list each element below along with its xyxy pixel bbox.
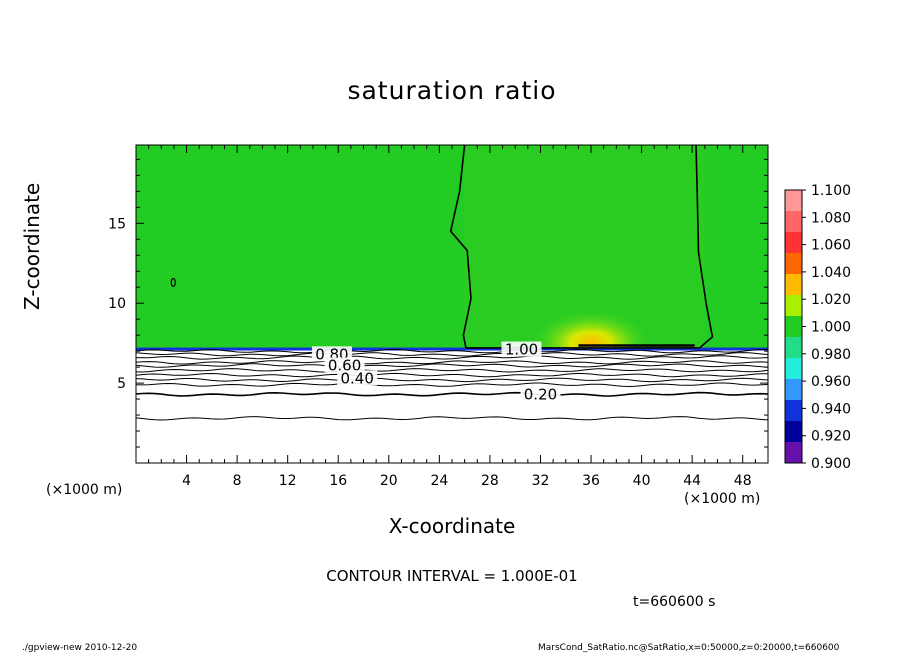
y-tick-label: 10 [108,296,126,312]
contour-label-bg [520,386,561,402]
contour-line [135,391,769,397]
contour-line [135,416,769,421]
contour-line [135,382,769,388]
colorbar-swatch [785,274,802,296]
y-tick-label: 15 [108,216,126,232]
colorbar-swatch [785,211,802,233]
footer-left-text: ./gpview-new 2010-12-20 [22,643,138,653]
colorbar-swatch [785,337,802,359]
contour-label: 1.00 [505,341,538,359]
contour-line [135,360,769,365]
contour-label-bg [337,370,378,386]
chart-title: saturation ratio [347,76,557,105]
colorbar-swatch [785,358,802,380]
x-tick-label: 40 [633,473,651,489]
contour-interval-text: CONTOUR INTERVAL = 1.000E-01 [326,567,578,585]
colorbar-label: 1.080 [811,210,851,226]
footer-right-text: MarsCond_SatRatio.nc@SatRatio,x=0:50000,… [538,643,840,653]
layer-boundary-band [136,347,768,351]
colorbar-swatch [785,421,802,443]
x-tick-label: 32 [532,473,550,489]
colorbar-swatch [785,400,802,422]
colorbar-swatch [785,316,802,338]
contour-line [135,368,769,373]
x-tick-label: 36 [582,473,600,489]
colorbar-label: 1.020 [811,292,851,308]
x-tick-label: 8 [233,473,242,489]
contour-label-bg [324,357,365,373]
colorbar-swatch [785,190,802,212]
x-unit-label-left: (×1000 m) [46,482,123,498]
x-tick-label: 4 [182,473,191,489]
contour-line [135,355,769,360]
colorbar-label: 0.900 [811,456,851,472]
contour-1.00-left [449,144,472,349]
contour-1.00-right [695,144,714,349]
x-tick-label: 48 [734,473,752,489]
colorbar-label: 0.920 [811,429,851,445]
colorbar-label: 0.960 [811,374,851,390]
colorbar-swatch [785,295,802,317]
small-contour [170,277,176,288]
x-tick-label: 20 [380,473,398,489]
x-tick-label: 44 [683,473,701,489]
x-tick-label: 12 [279,473,297,489]
x-axis-label: X-coordinate [388,514,516,538]
x-tick-label: 28 [481,473,499,489]
colorbar-label: 1.060 [811,238,851,254]
contour-label-bg [501,341,542,357]
contour-line [135,348,769,354]
contour-line [135,372,768,378]
colorbar-label: 1.000 [811,320,851,336]
colorbar-label: 1.040 [811,265,851,281]
x-tick-label: 24 [430,473,448,489]
colorbar-swatch [785,442,802,464]
y-tick-label: 5 [117,376,126,392]
colorbar-swatch [785,253,802,275]
contour-line [135,352,769,357]
subsaturated-layer [136,349,768,463]
colorbar-label: 1.100 [811,183,851,199]
contour-label: 0.20 [524,385,557,403]
colorbar-label: 0.940 [811,401,851,417]
contour-label: 0.60 [328,357,361,375]
colorbar-swatch [785,379,802,401]
colorbar-swatch [785,232,802,254]
contour-line [135,377,769,383]
x-tick-label: 16 [329,473,347,489]
x-unit-label-right: (×1000 m) [684,491,761,507]
contour-line [135,363,769,368]
colorbar-label: 0.980 [811,347,851,363]
time-label: t=660600 s [633,594,716,610]
contour-label: 0.40 [340,369,373,387]
